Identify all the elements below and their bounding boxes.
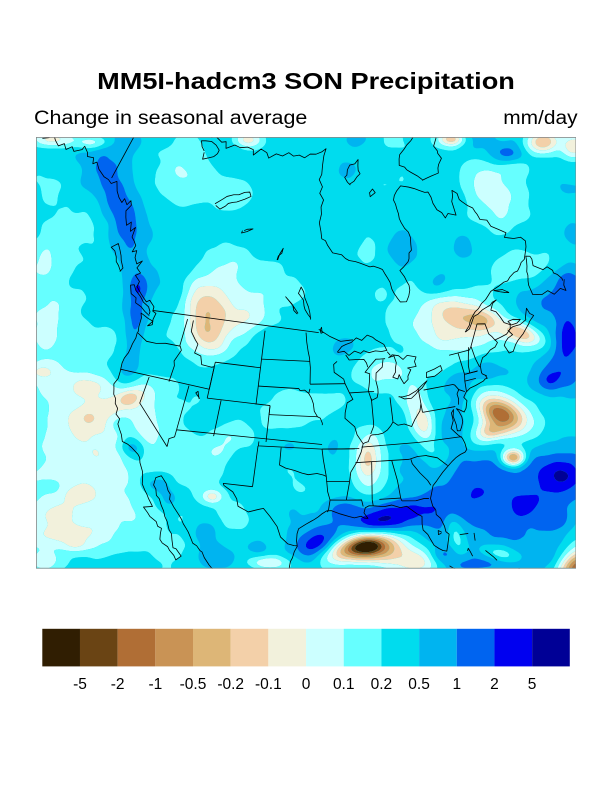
svg-text:-0.2: -0.2	[217, 676, 244, 693]
svg-text:-5: -5	[73, 676, 87, 693]
svg-text:0.1: 0.1	[333, 676, 355, 693]
svg-text:0.2: 0.2	[371, 676, 393, 693]
svg-text:-0.1: -0.1	[255, 676, 282, 693]
svg-text:1: 1	[452, 676, 461, 693]
svg-text:5: 5	[528, 676, 537, 693]
svg-text:2: 2	[490, 676, 499, 693]
svg-text:0.5: 0.5	[408, 676, 430, 693]
svg-text:-2: -2	[111, 676, 125, 693]
svg-text:0: 0	[302, 676, 311, 693]
svg-text:-1: -1	[148, 676, 162, 693]
svg-text:-0.5: -0.5	[180, 676, 207, 693]
